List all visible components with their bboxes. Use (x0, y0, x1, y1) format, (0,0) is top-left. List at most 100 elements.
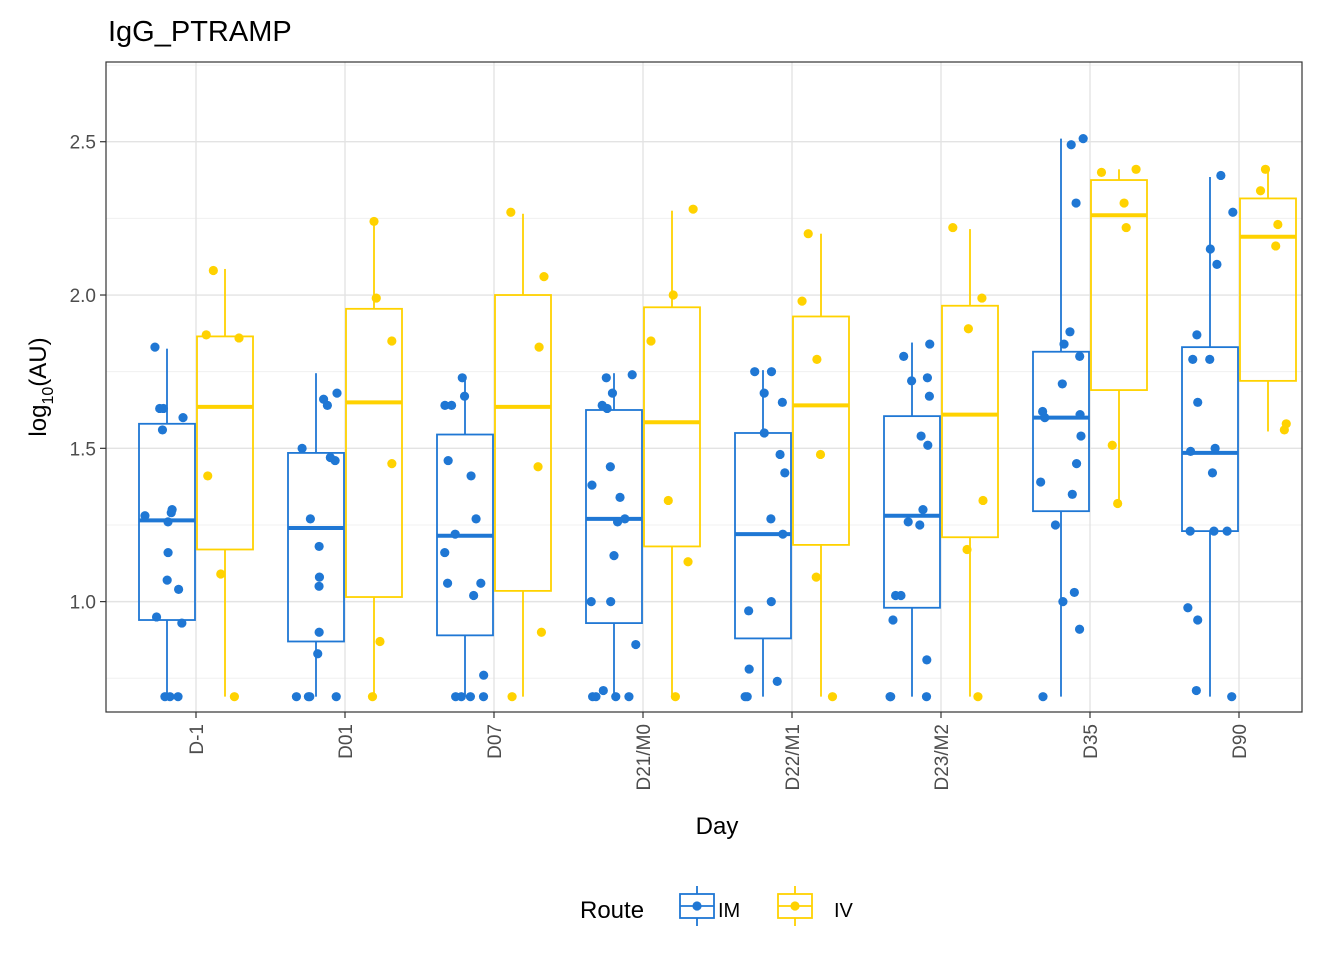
data-point (750, 367, 760, 377)
data-point (167, 505, 177, 515)
data-point (332, 388, 342, 398)
data-point (812, 354, 822, 365)
y-axis-title-base: log (25, 405, 52, 437)
data-point (325, 452, 335, 463)
data-point (1131, 164, 1141, 174)
box-iv-5 (941, 229, 999, 697)
x-axis-title: Day (696, 813, 739, 840)
data-point (1066, 140, 1076, 150)
data-point (1193, 397, 1203, 407)
data-point (140, 511, 150, 521)
x-tick-label: D35 (1081, 724, 1102, 759)
data-point (688, 204, 698, 214)
data-point (607, 388, 618, 398)
data-point (775, 449, 785, 460)
data-point (766, 367, 777, 377)
data-point (899, 351, 909, 361)
data-point (811, 572, 821, 582)
box-iv-4 (792, 233, 850, 697)
data-point (815, 449, 826, 460)
data-point (158, 403, 169, 414)
data-point (450, 529, 460, 539)
data-point (1076, 431, 1086, 441)
data-point (1193, 615, 1203, 625)
data-point (440, 547, 450, 558)
data-point (1271, 241, 1281, 251)
data-point (624, 692, 634, 702)
data-point (465, 692, 476, 702)
data-point (606, 597, 616, 607)
box-iqr (494, 294, 552, 592)
data-point (1222, 526, 1232, 536)
data-point (1188, 354, 1198, 365)
data-point (780, 468, 790, 478)
y-axis-title: log10(AU) (25, 337, 57, 436)
data-point (924, 391, 934, 401)
y-axis: 1.0 1.5 2.0 2.5 (70, 133, 106, 614)
data-point (885, 692, 895, 702)
y-tick-label: 1.5 (70, 439, 96, 460)
data-point (744, 664, 754, 674)
y-tick-label: 1.0 (70, 593, 96, 614)
box-iqr (643, 306, 701, 548)
data-point (1069, 587, 1079, 598)
legend-label-iv: IV (834, 900, 854, 922)
legend-key-im: IM (679, 886, 740, 926)
data-point (451, 692, 461, 702)
data-point (162, 575, 172, 585)
data-point (612, 517, 623, 527)
data-point (234, 333, 244, 343)
data-point (367, 692, 378, 702)
data-point (1209, 526, 1219, 536)
data-point (174, 584, 184, 594)
data-point (1096, 167, 1107, 177)
data-point (890, 590, 901, 601)
y-tick-label: 2.0 (70, 286, 96, 307)
y-tick-label: 2.5 (70, 133, 96, 154)
data-point (506, 207, 516, 217)
data-point (587, 480, 597, 490)
data-point (1038, 406, 1048, 417)
data-point (1281, 419, 1291, 429)
data-point (478, 692, 489, 702)
box-im-1 (287, 373, 345, 697)
data-point (1071, 459, 1082, 469)
data-point (291, 692, 302, 702)
x-axis: D-1 D01 D07 D21/M0 D22/M1 D23/M2 D35 D90 (187, 712, 1251, 791)
data-point (766, 597, 776, 607)
data-point (962, 544, 972, 555)
data-point (1038, 692, 1048, 702)
data-point (203, 471, 213, 481)
data-point (683, 557, 693, 567)
data-point (314, 541, 324, 552)
data-point (803, 229, 813, 239)
data-point (1075, 351, 1085, 361)
data-point (1183, 603, 1193, 613)
data-point (605, 462, 615, 472)
data-point (1065, 327, 1075, 337)
data-point (827, 692, 838, 702)
data-point (1067, 489, 1077, 499)
data-point (1058, 597, 1068, 607)
data-point (627, 370, 637, 380)
y-axis-title-subscript: 10 (40, 387, 57, 405)
box-iqr (1032, 350, 1090, 513)
data-point (177, 618, 187, 628)
box-iqr (941, 304, 999, 539)
data-point (1273, 219, 1283, 230)
data-point (314, 581, 324, 591)
box-iv-6 (1090, 169, 1148, 506)
panel-border (105, 61, 1303, 713)
data-point (598, 685, 608, 696)
data-point (670, 692, 680, 702)
data-point (387, 336, 397, 346)
y-axis-title-unit: (AU) (25, 337, 52, 386)
data-point (631, 639, 641, 650)
data-point (507, 692, 517, 702)
data-point (178, 413, 188, 423)
data-point (216, 569, 226, 579)
data-point (611, 692, 621, 702)
data-point (978, 495, 988, 506)
data-point (1071, 198, 1081, 208)
data-point (597, 400, 607, 410)
